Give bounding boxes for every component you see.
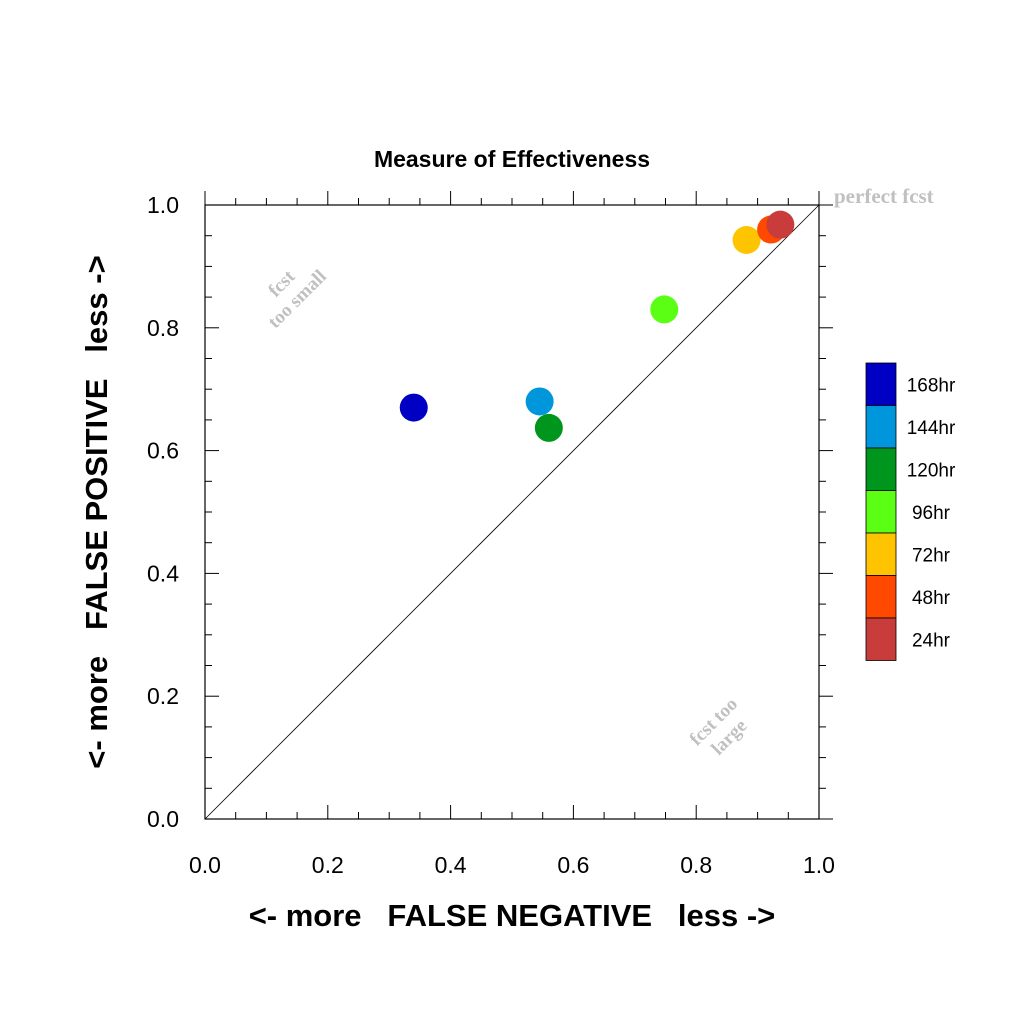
perfect-forecast-annotation: perfect fcst <box>834 184 934 208</box>
diagonal-reference-line <box>204 204 820 820</box>
y-tick-label: 0.8 <box>147 315 179 341</box>
data-point-168hr <box>399 393 428 422</box>
legend-swatch-48hr <box>865 575 897 619</box>
y-axis-label: <- more FALSE POSITIVE less -> <box>79 255 114 768</box>
legend-swatch-168hr <box>865 362 897 406</box>
y-tick-label: 0.6 <box>147 438 179 464</box>
x-tick-label: 1.0 <box>803 852 835 878</box>
legend-label-168hr: 168hr <box>907 375 956 396</box>
data-point-24hr <box>766 210 795 239</box>
legend-label-24hr: 24hr <box>912 630 951 651</box>
legend-swatch-120hr <box>865 447 897 491</box>
data-point-96hr <box>650 295 679 324</box>
x-tick-label: 0.6 <box>557 852 589 878</box>
plot-area: 0.0 0.2 0.4 0.6 0.8 1.0 0.0 0.2 0.4 0.6 0.8 1.0 <box>147 191 835 878</box>
data-point-120hr <box>534 413 563 442</box>
legend-label-120hr: 120hr <box>907 460 956 481</box>
y-tick-labels: 0.0 0.2 0.4 0.6 0.8 1.0 <box>147 192 179 832</box>
y-tick-label: 1.0 <box>147 192 179 218</box>
y-tick-label: 0.0 <box>147 806 179 832</box>
chart-title: Measure of Effectiveness <box>374 146 650 172</box>
x-tick-label: 0.0 <box>189 852 221 878</box>
legend-swatch-72hr <box>865 532 897 576</box>
too-large-annotation: fcst too large <box>686 694 752 760</box>
legend-swatch-144hr <box>865 405 897 449</box>
data-point-144hr <box>525 387 554 416</box>
x-tick-label: 0.8 <box>680 852 712 878</box>
legend-swatch-96hr <box>865 490 897 534</box>
axis-ticks <box>204 191 833 820</box>
legend-label-96hr: 96hr <box>912 503 951 524</box>
legend-label-48hr: 48hr <box>912 588 951 609</box>
data-point-72hr <box>732 225 761 254</box>
x-tick-labels: 0.0 0.2 0.4 0.6 0.8 1.0 <box>189 852 835 878</box>
y-tick-label: 0.2 <box>147 683 179 709</box>
legend: 168hr 144hr 120hr 96hr 72hr 48hr 24hr <box>865 362 956 661</box>
legend-label-72hr: 72hr <box>912 545 951 566</box>
y-tick-label: 0.4 <box>147 560 179 586</box>
legend-label-144hr: 144hr <box>907 418 956 439</box>
too-small-annotation: fcst too small <box>264 266 331 333</box>
x-axis-label: <- more FALSE NEGATIVE less -> <box>249 898 776 933</box>
legend-swatch-24hr <box>865 617 897 661</box>
x-tick-label: 0.4 <box>435 852 467 878</box>
x-tick-label: 0.2 <box>312 852 344 878</box>
data-points <box>399 210 795 442</box>
